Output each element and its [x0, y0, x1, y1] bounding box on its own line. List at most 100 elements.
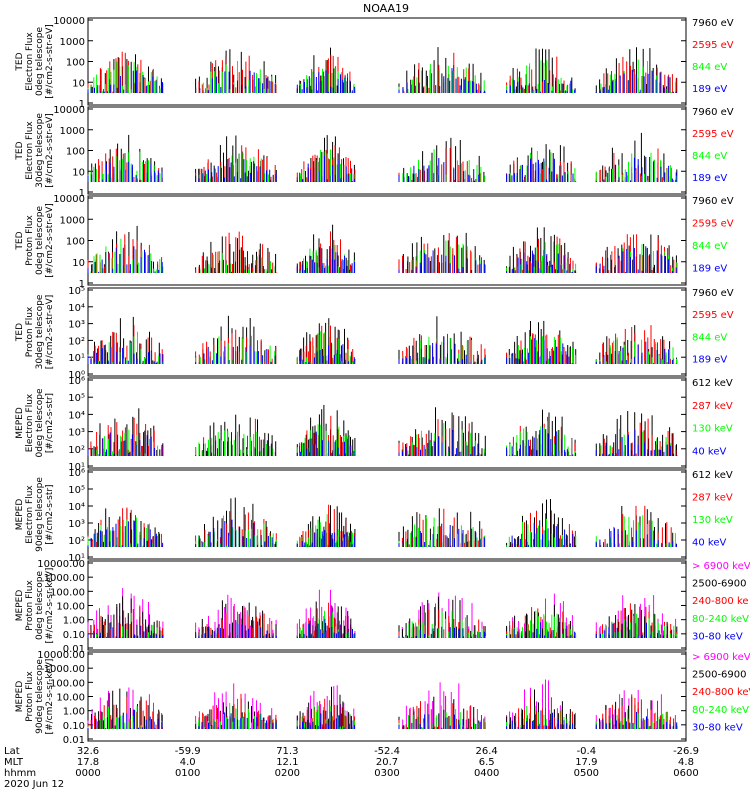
y-tick-label: 10¹ — [68, 462, 85, 473]
y-tick-label: 10.00 — [56, 693, 85, 704]
legend-entry: 287 keV — [692, 493, 733, 504]
y-tick-label: 10¹ — [68, 353, 85, 364]
y-axis-label-line: Proton Flux — [25, 306, 35, 357]
y-axis-label-line: 0deg telescope — [35, 571, 45, 641]
legend-entry: 30-80 keV — [692, 631, 743, 642]
y-axis-label-line: [#/cm2-s-sr-keV] — [45, 659, 55, 735]
y-axis-label-line: Electron Flux — [25, 121, 35, 180]
legend-entry: 240-800 keV — [692, 687, 750, 698]
y-tick-label: 1.00 — [63, 707, 85, 718]
y-axis-label-line: MEPED — [15, 499, 25, 531]
y-tick-label: 10.00 — [56, 602, 85, 613]
y-tick-label: 1000 — [60, 126, 85, 137]
legend-entry: > 6900 keV — [692, 652, 750, 663]
y-tick-label: 10⁴ — [68, 410, 85, 421]
y-tick-label: 100 — [66, 237, 85, 248]
legend-entry: 7960 eV — [692, 288, 734, 299]
y-axis-label-line: Proton Flux — [25, 580, 35, 631]
y-tick-label: 1000 — [60, 37, 85, 48]
y-axis-label-line: [#/cm2-s-str-eV] — [45, 113, 55, 188]
y-tick-label: 10⁴ — [68, 502, 85, 513]
data-marks — [87, 315, 678, 364]
y-axis-label-line: TED — [15, 323, 25, 342]
y-tick-label: 1000.00 — [44, 573, 85, 584]
y-axis-label-line: MEPED — [15, 590, 25, 622]
footer-tick-mlt: 12.1 — [276, 757, 298, 768]
legend-entry: 2595 eV — [692, 129, 734, 140]
data-marks — [87, 588, 678, 638]
y-tick-label: 10⁴ — [68, 303, 85, 314]
legend-entry: 189 eV — [692, 173, 727, 184]
footer-tick-lat: 26.4 — [476, 746, 498, 757]
y-axis-label-line: [#/cm2-s-str-eV] — [45, 203, 55, 278]
footer-row-label: MLT — [4, 757, 24, 768]
y-axis-label-line: 0deg telescope — [35, 388, 45, 458]
panel-frame — [87, 377, 687, 469]
legend-entry: 30-80 keV — [692, 722, 743, 733]
y-axis-label-line: [#/cm2-s-str-eV] — [45, 295, 55, 370]
y-tick-label: 10² — [68, 536, 85, 547]
y-tick-label: 10⁶ — [68, 468, 85, 479]
footer-tick-lat: -26.9 — [673, 746, 699, 757]
legend-entry: 287 keV — [692, 401, 733, 412]
legend-entry: 130 keV — [692, 424, 733, 435]
footer-tick-mlt: 17.9 — [575, 757, 597, 768]
footer-tick-hhmm: 0100 — [175, 768, 200, 779]
legend-entry: 844 eV — [692, 241, 727, 252]
y-tick-label: 10 — [72, 78, 85, 89]
legend-entry: 40 keV — [692, 538, 726, 549]
panel-8: 10000.00 1000.00 100.00 10.00 1.00 0.10 0.01 ME… — [15, 650, 750, 746]
legend-entry: 2500-6900 — [692, 579, 747, 590]
y-axis-label-line: Proton Flux — [25, 215, 35, 266]
panel-5: 10⁶ 10⁵ 10⁴ 10³ 10² 10¹ MEPED Electron Flux 0deg… — [15, 376, 733, 473]
legend-entry: 7960 eV — [692, 196, 734, 207]
y-tick-label: 1 — [79, 279, 85, 290]
y-tick-label: 100.00 — [50, 587, 85, 598]
y-axis-label-line: 30deg telescope — [35, 113, 45, 188]
footer-tick-hhmm: 0600 — [673, 768, 698, 779]
legend-entry: 2595 eV — [692, 40, 734, 51]
y-axis-label-line: MEPED — [15, 407, 25, 439]
y-axis-label-line: 0deg telescope — [35, 27, 45, 97]
legend-entry: 612 keV — [692, 378, 733, 389]
legend-entry: 189 eV — [692, 264, 727, 275]
y-axis-label-line: 0deg telescope — [35, 206, 45, 276]
legend-entry: 130 keV — [692, 515, 733, 526]
panel-3: 10000 1000 100 10 1 TED Proton Flux 0deg telesc… — [15, 194, 734, 290]
y-tick-label: 10³ — [68, 428, 85, 439]
panel-1: 10000 1000 100 10 1 TED Electron Flux 0deg tele… — [15, 16, 734, 110]
data-marks — [87, 47, 678, 93]
y-tick-label: 1000 — [60, 215, 85, 226]
panel-4: 10⁵ 10⁴ 10³ 10² 10¹ 10⁰ TED Proton Flux 30deg te… — [15, 286, 734, 381]
footer-tick-mlt: 4.0 — [180, 757, 196, 768]
data-marks — [87, 679, 678, 729]
panel-frame — [87, 469, 687, 560]
y-tick-label: 10³ — [68, 519, 85, 530]
panel-frame — [87, 287, 687, 377]
legend-entry: 2595 eV — [692, 219, 734, 230]
footer-tick-mlt: 20.7 — [376, 757, 398, 768]
y-tick-label: 1 — [79, 99, 85, 110]
y-tick-label: 10000.00 — [37, 559, 85, 570]
y-axis-label-line: [#/cm2-s-str] — [45, 484, 55, 544]
footer-tick-mlt: 4.8 — [678, 757, 694, 768]
y-tick-label: 1000.00 — [44, 664, 85, 675]
y-axis-label-line: 30deg telescope — [35, 294, 45, 369]
y-tick-label: 10 — [72, 167, 85, 178]
plot-title: NOAA19 — [363, 2, 409, 15]
data-marks — [87, 404, 678, 456]
footer-tick-mlt: 6.5 — [479, 757, 495, 768]
legend-entry: 80-240 keV — [692, 705, 749, 716]
y-tick-label: 100 — [66, 147, 85, 158]
y-tick-label: 10² — [68, 445, 85, 456]
y-tick-label: 10² — [68, 336, 85, 347]
footer-tick-mlt: 17.8 — [77, 757, 99, 768]
legend-entry: 240-800 ke — [692, 596, 749, 607]
y-axis-label-line: TED — [15, 52, 25, 71]
legend-entry: 844 eV — [692, 62, 727, 73]
footer-tick-lat: -52.4 — [374, 746, 400, 757]
legend-entry: 40 keV — [692, 446, 726, 457]
y-axis-label-line: [#/cm2-s-str-eV] — [45, 24, 55, 99]
legend-entry: 2595 eV — [692, 310, 734, 321]
